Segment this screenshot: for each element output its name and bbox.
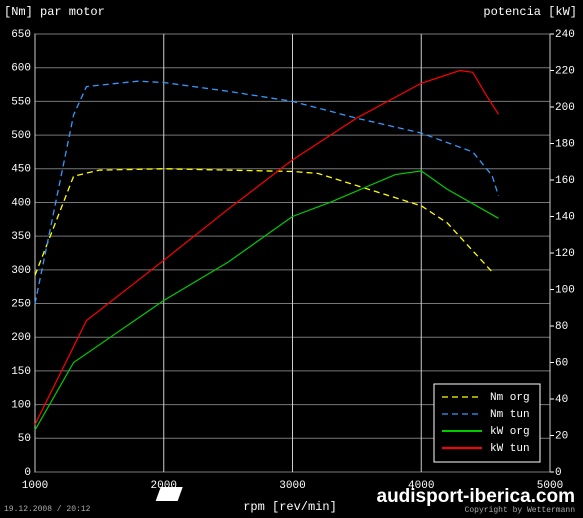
y-tick-label: 250: [11, 298, 31, 310]
x-axis-label: rpm [rev/min]: [243, 500, 337, 514]
y-tick-label: 100: [11, 400, 31, 412]
y2-tick-label: 140: [555, 211, 575, 223]
y-tick-label: 650: [11, 29, 31, 41]
y-tick-label: 500: [11, 130, 31, 142]
y2-axis-label: potencia [kW]: [483, 5, 577, 19]
legend-label: Nm org: [490, 392, 530, 404]
x-tick-label: 1000: [22, 480, 48, 492]
series-line: [34, 80, 500, 304]
y-tick-label: 200: [11, 332, 31, 344]
watermark: audisport-iberica.com: [377, 486, 576, 507]
y-tick-label: 450: [11, 164, 31, 176]
logo-icon: [155, 487, 183, 501]
x-tick-label: 5000: [537, 480, 563, 492]
y2-tick-label: 200: [555, 102, 575, 114]
y-tick-label: 550: [11, 96, 31, 108]
y2-tick-label: 220: [555, 65, 575, 77]
y2-tick-label: 20: [555, 430, 568, 442]
series-line: [34, 170, 499, 431]
y-tick-label: 600: [11, 63, 31, 75]
y2-tick-label: 160: [555, 175, 575, 187]
y-tick-label: 350: [11, 231, 31, 243]
series-line: [34, 69, 500, 425]
y-tick-label: 150: [11, 366, 31, 378]
y2-tick-label: 240: [555, 29, 575, 41]
y-axis-label: [Nm] par motor: [4, 5, 105, 19]
legend-label: kW tun: [490, 443, 530, 455]
date: 19.12.2008 / 20:12: [4, 505, 91, 514]
y2-tick-label: 120: [555, 248, 575, 260]
y2-tick-label: 0: [555, 467, 562, 479]
y-tick-label: 400: [11, 197, 31, 209]
series-line: [34, 168, 493, 276]
copyright: Copyright by Wettermann: [465, 506, 576, 515]
y-tick-label: 300: [11, 265, 31, 277]
y-tick-label: 50: [18, 433, 31, 445]
y-tick-label: 0: [24, 467, 31, 479]
y2-tick-label: 100: [555, 284, 575, 296]
legend-label: Nm tun: [490, 409, 530, 421]
x-tick-label: 3000: [279, 480, 305, 492]
legend-label: kW org: [490, 426, 530, 438]
x-tick-label: 2000: [151, 480, 177, 492]
y2-tick-label: 40: [555, 394, 568, 406]
y2-tick-label: 80: [555, 321, 568, 333]
y2-tick-label: 60: [555, 357, 568, 369]
x-tick-label: 4000: [408, 480, 434, 492]
y2-tick-label: 180: [555, 138, 575, 150]
